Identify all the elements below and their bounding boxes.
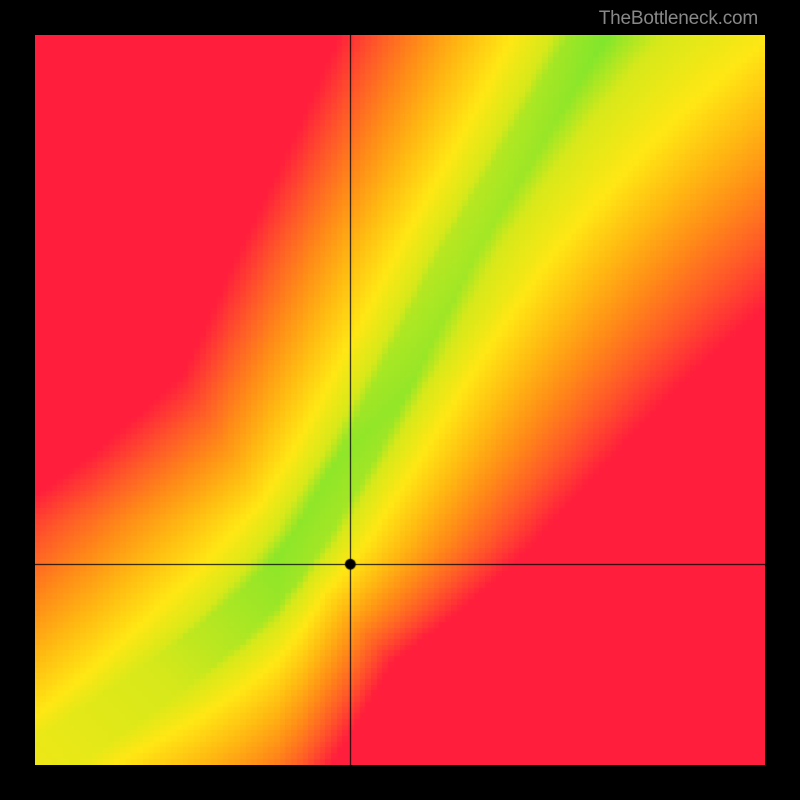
chart-frame: TheBottleneck.com [0, 0, 800, 800]
watermark-text: TheBottleneck.com [599, 8, 758, 30]
bottleneck-heatmap [35, 35, 765, 765]
